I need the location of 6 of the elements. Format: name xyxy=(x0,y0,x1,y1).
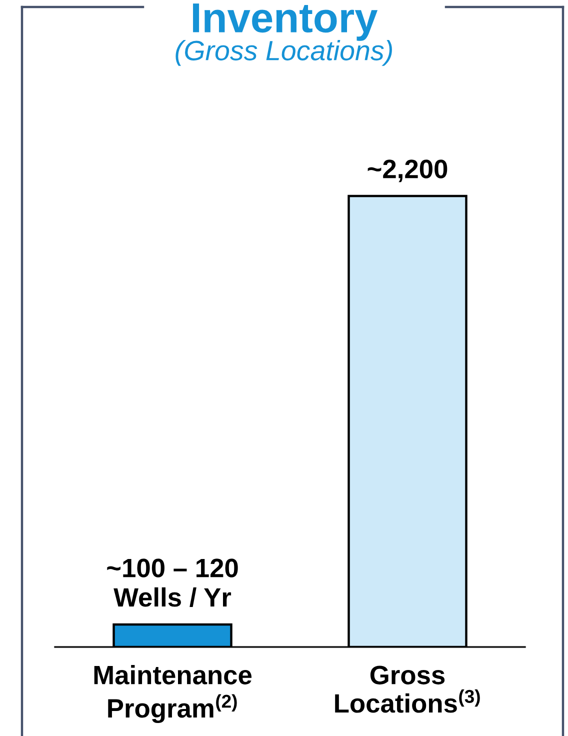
data-label: ~100 – 120 Wells / Yr xyxy=(107,558,238,608)
x-tick-label: Maintenance Program$^{(2)}$ xyxy=(94,665,252,724)
x-tick-label: Gross Locations$^{(3)}$ xyxy=(335,666,480,713)
data-label: ~2,200 xyxy=(368,160,448,182)
chart-subtitle: (Gross Locations) xyxy=(176,40,392,66)
chart-title: Inventory xyxy=(193,4,378,41)
